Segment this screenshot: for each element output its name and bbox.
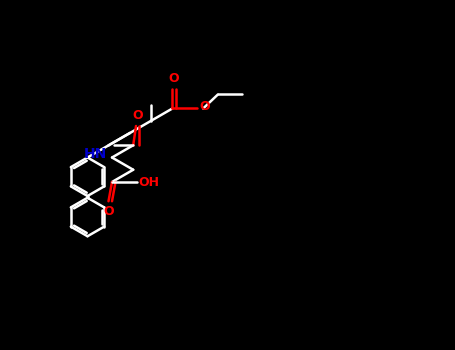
Text: O: O [103,205,114,218]
Text: O: O [169,72,179,85]
Text: OH: OH [138,175,159,189]
Text: HN: HN [84,147,107,161]
Text: O: O [132,109,143,122]
Text: O: O [200,100,210,113]
